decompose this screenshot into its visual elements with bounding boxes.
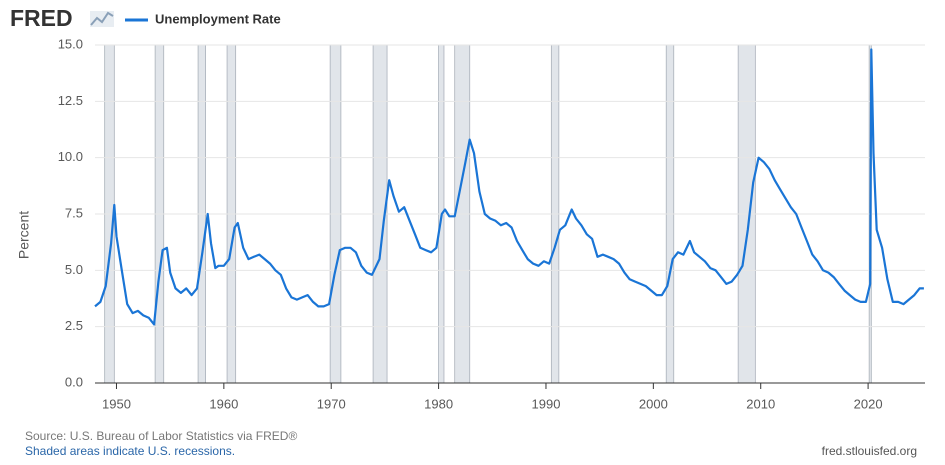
- recession-note: Shaded areas indicate U.S. recessions.: [25, 444, 235, 458]
- x-tick-label: 1980: [424, 396, 453, 411]
- series-line: [94, 48, 924, 326]
- y-tick-label: 7.5: [65, 205, 83, 220]
- x-tick-label: 1990: [532, 396, 561, 411]
- x-tick-label: 1960: [209, 396, 238, 411]
- y-tick-label: 10.0: [58, 149, 83, 164]
- x-tick-label: 2000: [639, 396, 668, 411]
- logo: FRED: [10, 5, 73, 31]
- y-tick-label: 0.0: [65, 374, 83, 389]
- x-tick-label: 2020: [854, 396, 883, 411]
- y-tick-label: 2.5: [65, 318, 83, 333]
- y-axis-label: Percent: [16, 211, 32, 259]
- x-tick-label: 1950: [102, 396, 131, 411]
- source: Source: U.S. Bureau of Labor Statistics …: [25, 429, 297, 443]
- x-tick-label: 1970: [317, 396, 346, 411]
- logo-icon: [90, 11, 114, 27]
- y-tick-label: 15.0: [58, 36, 83, 51]
- site: fred.stlouisfed.org: [822, 444, 917, 458]
- y-tick-label: 5.0: [65, 262, 83, 277]
- x-tick-label: 2010: [746, 396, 775, 411]
- y-tick-label: 12.5: [58, 93, 83, 108]
- legend-label: Unemployment Rate: [155, 11, 281, 26]
